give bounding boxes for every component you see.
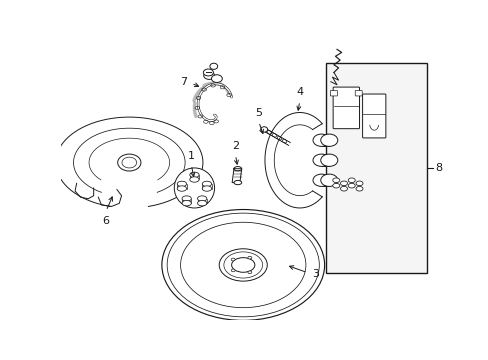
- Ellipse shape: [260, 127, 267, 132]
- Ellipse shape: [177, 186, 186, 191]
- Ellipse shape: [182, 196, 191, 201]
- Text: 4: 4: [296, 87, 303, 97]
- FancyBboxPatch shape: [332, 87, 359, 129]
- Text: 3: 3: [311, 269, 319, 279]
- Ellipse shape: [189, 172, 199, 177]
- Ellipse shape: [122, 157, 137, 168]
- Bar: [325, 63, 426, 273]
- Ellipse shape: [203, 69, 213, 76]
- Text: 7: 7: [180, 77, 187, 87]
- Ellipse shape: [209, 63, 217, 69]
- Ellipse shape: [118, 154, 141, 171]
- Ellipse shape: [355, 186, 362, 191]
- Ellipse shape: [312, 154, 329, 166]
- Ellipse shape: [174, 168, 214, 208]
- Ellipse shape: [211, 75, 222, 82]
- Ellipse shape: [332, 183, 339, 188]
- Ellipse shape: [233, 167, 241, 171]
- Ellipse shape: [355, 181, 362, 186]
- Ellipse shape: [202, 181, 211, 186]
- Ellipse shape: [231, 258, 254, 272]
- FancyBboxPatch shape: [330, 91, 337, 96]
- Text: 1: 1: [187, 151, 194, 161]
- Ellipse shape: [182, 201, 191, 206]
- FancyBboxPatch shape: [362, 94, 385, 138]
- Polygon shape: [232, 169, 241, 183]
- Ellipse shape: [203, 72, 214, 80]
- Ellipse shape: [312, 134, 329, 147]
- Ellipse shape: [233, 180, 241, 185]
- Ellipse shape: [340, 181, 347, 186]
- Ellipse shape: [247, 256, 251, 259]
- Ellipse shape: [197, 201, 206, 206]
- FancyBboxPatch shape: [354, 91, 362, 96]
- Ellipse shape: [332, 178, 339, 183]
- Ellipse shape: [347, 178, 354, 183]
- Ellipse shape: [202, 186, 211, 191]
- Ellipse shape: [197, 196, 206, 201]
- Ellipse shape: [340, 186, 347, 191]
- Ellipse shape: [320, 154, 337, 166]
- Text: 8: 8: [434, 163, 442, 173]
- Ellipse shape: [189, 177, 199, 182]
- Ellipse shape: [231, 269, 235, 272]
- Ellipse shape: [347, 183, 354, 188]
- Ellipse shape: [224, 252, 262, 278]
- Ellipse shape: [162, 210, 324, 320]
- Ellipse shape: [231, 258, 235, 261]
- Ellipse shape: [177, 181, 186, 186]
- Ellipse shape: [320, 134, 337, 147]
- Ellipse shape: [247, 271, 251, 274]
- Text: 5: 5: [255, 108, 262, 118]
- Ellipse shape: [219, 249, 267, 281]
- Ellipse shape: [320, 174, 337, 186]
- Text: 6: 6: [102, 216, 109, 226]
- Text: 2: 2: [231, 141, 239, 151]
- Ellipse shape: [312, 174, 329, 186]
